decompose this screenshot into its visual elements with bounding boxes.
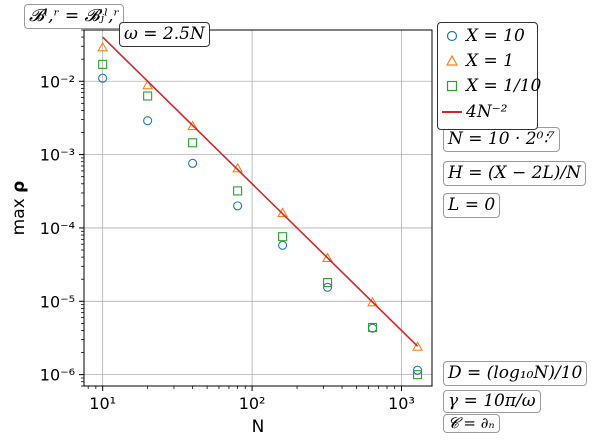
y-tick-label: 10⁻⁶ xyxy=(40,366,75,385)
circle-point xyxy=(188,158,198,168)
omega-annotation: ω = 2.5N xyxy=(119,22,210,47)
gamma-definition-annotation: γ = 10π/ω xyxy=(443,390,541,413)
d-definition-annotation: D = (log₁₀N)/10 xyxy=(443,361,588,386)
y-tick-label: 10⁻⁵ xyxy=(40,292,75,311)
h-definition-annotation: H = (X − 2L)/N xyxy=(443,161,587,186)
square-point xyxy=(143,91,153,101)
series-triangle xyxy=(97,41,423,351)
square-point xyxy=(98,59,108,69)
line-marker-icon xyxy=(442,111,462,113)
axes-frame xyxy=(83,29,433,387)
x-axis-label: N xyxy=(252,417,265,437)
y-tick-label: 10⁻² xyxy=(40,72,75,91)
series-square xyxy=(98,59,423,380)
circle-point xyxy=(98,73,108,83)
legend-label-x01: X = 1/10 xyxy=(466,76,542,96)
l-definition-annotation: L = 0 xyxy=(443,193,501,218)
legend-item-x1: X = 1 xyxy=(442,51,537,71)
triangle-point xyxy=(367,296,378,307)
square-point xyxy=(367,322,378,332)
square-point xyxy=(412,370,423,380)
square-point xyxy=(188,138,198,148)
legend-label-fit: 4N⁻² xyxy=(466,102,508,122)
legend-label-x10: X = 10 xyxy=(466,26,525,46)
circle-marker-icon xyxy=(446,30,458,42)
series-line xyxy=(102,36,419,347)
grid-lines xyxy=(84,30,432,386)
y-tick-label: 10⁻³ xyxy=(40,146,75,165)
plot-area xyxy=(97,36,423,380)
triangle-point xyxy=(97,41,109,52)
triangle-point xyxy=(142,79,154,90)
series-circle xyxy=(98,73,423,375)
c-definition-annotation: 𝓒 = ∂ₙ xyxy=(443,414,500,433)
y-tick-label: 10⁻⁴ xyxy=(40,219,75,238)
x-tick-label: 10² xyxy=(239,394,266,413)
square-point xyxy=(233,186,243,196)
n-definition-annotation: N = 10 · 2⁰∶⁷ xyxy=(443,127,560,152)
legend: X = 10 X = 1 X = 1/10 4N⁻² xyxy=(437,22,541,130)
y-axis-label: max ρ xyxy=(9,181,29,236)
circle-point xyxy=(233,201,243,211)
legend-item-fit: 4N⁻² xyxy=(442,102,537,122)
legend-item-x01: X = 1/10 xyxy=(442,76,541,96)
triangle-point xyxy=(322,252,334,262)
circle-point xyxy=(143,116,153,126)
triangle-point xyxy=(187,120,199,131)
x-tick-label: 10³ xyxy=(388,394,415,413)
fit-line xyxy=(102,36,419,347)
circle-point xyxy=(323,282,333,292)
legend-label-x1: X = 1 xyxy=(466,51,514,71)
square-point xyxy=(323,278,333,288)
triangle-point xyxy=(412,341,423,351)
triangle-marker-icon xyxy=(445,54,459,66)
x-tick-label: 10¹ xyxy=(89,394,116,413)
square-marker-icon xyxy=(446,80,458,92)
condition-annotation: 𝓑ˡ,ʳ = 𝓑ⱼˡ,ʳ xyxy=(24,4,125,29)
legend-item-x10: X = 10 xyxy=(442,26,537,46)
axis-ticks: 10¹ 10² 10³ 10⁻² 10⁻³ 10⁻⁴ 10⁻⁵ 10⁻⁶ xyxy=(40,29,415,413)
square-point xyxy=(278,232,288,242)
circle-point xyxy=(278,240,288,250)
